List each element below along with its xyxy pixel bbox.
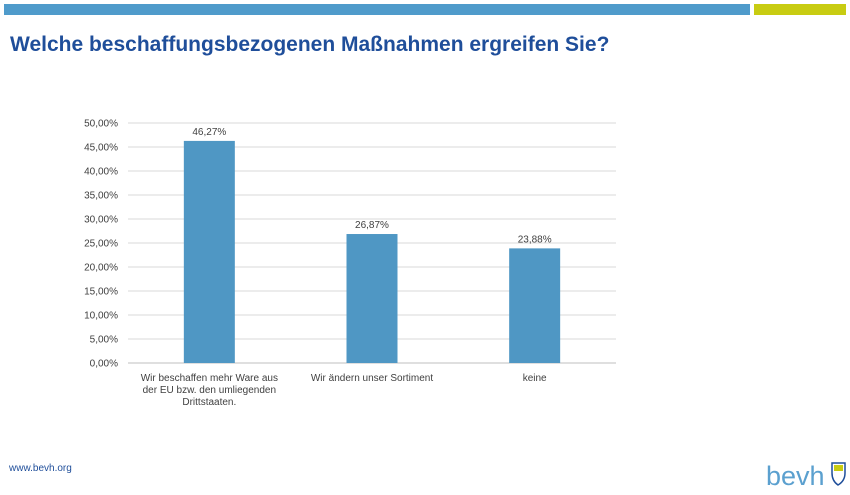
y-tick-label: 20,00% [84,263,118,274]
x-tick-label: Drittstaaten. [182,397,236,408]
y-tick-label: 40,00% [84,167,118,178]
bar [346,234,398,363]
page-title: Welche beschaffungsbezogenen Maßnahmen e… [10,33,610,56]
shield-accent [834,465,843,471]
header-stripe-blue [4,4,750,15]
x-tick-label: keine [523,373,547,384]
logo-wordmark: bevh [766,461,825,491]
y-tick-label: 45,00% [84,143,118,154]
data-label: 46,27% [192,127,226,138]
y-tick-label: 25,00% [84,239,118,250]
data-label: 23,88% [518,234,552,245]
y-tick-label: 10,00% [84,311,118,322]
y-tick-label: 15,00% [84,287,118,298]
y-tick-label: 30,00% [84,215,118,226]
y-tick-label: 0,00% [90,359,118,370]
bevh-logo: bevh [766,461,846,491]
footer-url[interactable]: www.bevh.org [9,463,72,474]
y-tick-label: 50,00% [84,119,118,130]
x-tick-label: der EU bzw. den umliegenden [143,385,276,396]
y-tick-label: 35,00% [84,191,118,202]
y-tick-label: 5,00% [90,335,118,346]
bar [509,248,561,363]
x-tick-label: Wir beschaffen mehr Ware aus [141,373,278,384]
bar [183,140,235,363]
x-tick-label: Wir ändern unser Sortiment [311,373,433,384]
data-label: 26,87% [355,220,389,231]
header-stripe-yellow [754,4,846,15]
